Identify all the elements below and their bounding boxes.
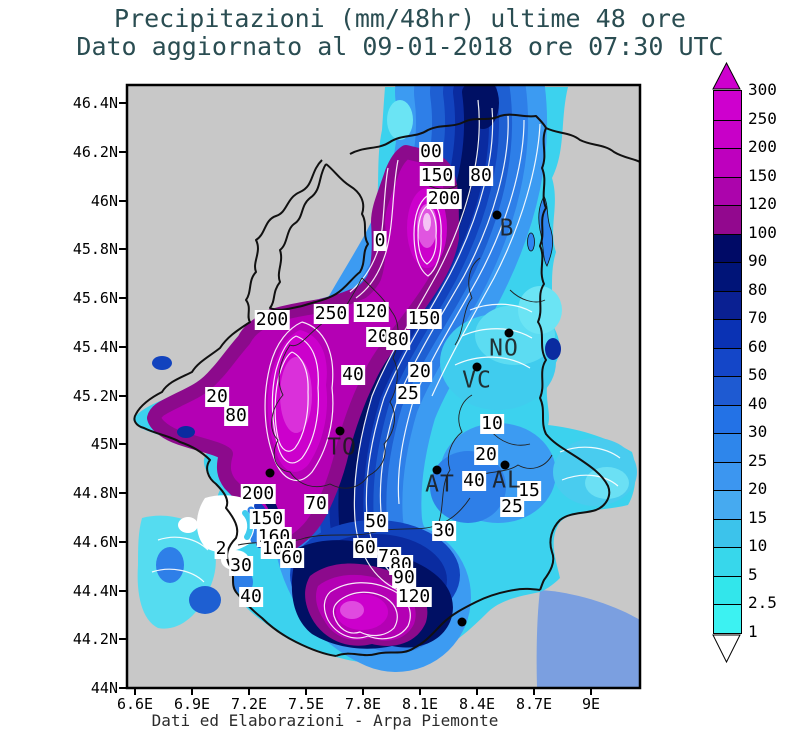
legend-value-label: 25: [748, 450, 768, 470]
legend-segment: [714, 518, 741, 547]
legend-segment: [714, 205, 741, 234]
lakes: [527, 195, 561, 360]
sea-area: [536, 590, 640, 687]
legend-segment: [714, 233, 741, 262]
credits-text: Dati ed Elaborazioni - Arpa Piemonte: [151, 711, 499, 730]
legend-value-label: 80: [748, 279, 768, 299]
legend-value-label: 100: [748, 222, 777, 242]
legend-value-label: 20: [748, 479, 768, 498]
legend-value-label: 70: [748, 308, 768, 327]
legend-segment: [714, 347, 741, 376]
legend-arrow-down-icon: [712, 634, 741, 663]
legend-segment: [714, 604, 741, 633]
legend-segment: [714, 148, 741, 177]
legend-segment: [714, 119, 741, 148]
page-subtitle: Dato aggiornato al 09-01-2018 ore 07:30 …: [76, 32, 724, 61]
map-frame: [125, 83, 642, 690]
legend-value-label: 1: [748, 621, 758, 641]
legend-value-label: 300: [748, 80, 777, 99]
legend-value-label: 90: [748, 251, 768, 270]
legend-segment: [714, 376, 741, 405]
color-scale-legend: 300 250 200 150 120 100 90 80 70 60 50 40 30 25 20 15 10…: [706, 62, 798, 687]
legend-segment: [714, 176, 741, 205]
legend-arrow-up-icon: [712, 62, 741, 90]
legend-color-bar: [713, 90, 742, 634]
legend-value-label: 50: [748, 365, 768, 384]
legend-value-label: 2.5: [748, 593, 777, 612]
legend-value-label: 10: [748, 536, 768, 555]
legend-value-label: 120: [748, 194, 777, 213]
legend-segment: [714, 404, 741, 433]
legend-segment: [714, 319, 741, 348]
legend-value-label: 250: [748, 108, 777, 128]
region-borders: [133, 113, 640, 657]
legend-value-label: 30: [748, 422, 768, 441]
legend-value-label: 5: [748, 564, 758, 584]
legend-value-label: 15: [748, 507, 768, 527]
page-title: Precipitazioni (mm/48hr) ultime 48 ore: [114, 4, 686, 33]
legend-segment: [714, 91, 741, 120]
legend-segment: [714, 575, 741, 604]
legend-segment: [714, 547, 741, 576]
legend-value-label: 150: [748, 165, 777, 185]
legend-segment: [714, 433, 741, 462]
legend-segment: [714, 490, 741, 519]
legend-segment: [714, 262, 741, 291]
legend-value-label: 40: [748, 393, 768, 413]
legend-segment: [714, 461, 741, 490]
legend-value-label: 60: [748, 336, 768, 356]
legend-value-label: 200: [748, 137, 777, 156]
legend-segment: [714, 290, 741, 319]
